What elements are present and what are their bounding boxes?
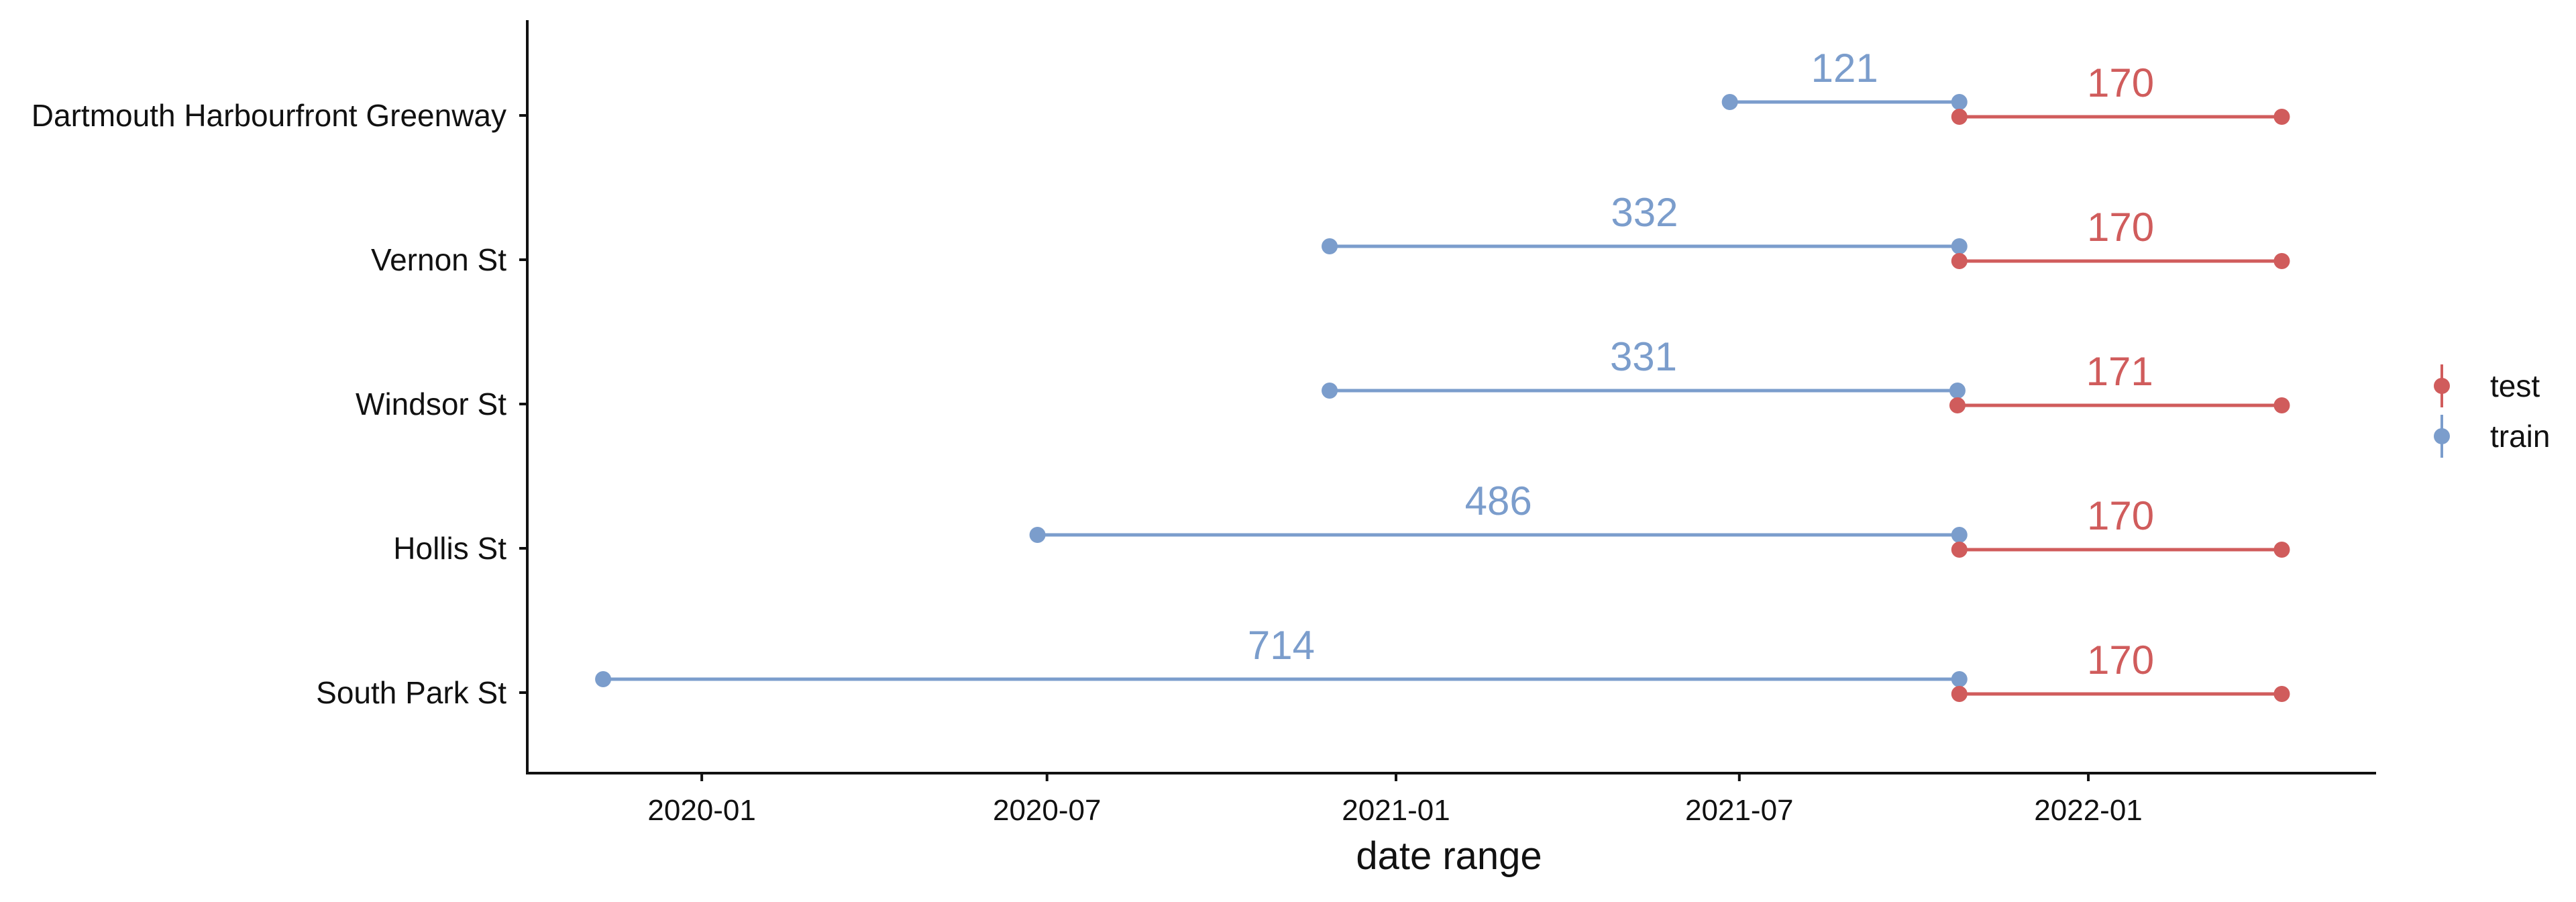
train-duration-label: 486 bbox=[1465, 479, 1532, 523]
train-start-point bbox=[1322, 383, 1338, 399]
test-start-point bbox=[1951, 109, 1968, 125]
test-duration-label: 171 bbox=[2086, 349, 2153, 394]
x-tick-label: 2022-01 bbox=[2034, 794, 2142, 827]
plot-area: Dartmouth Harbourfront Greenway Vernon St… bbox=[32, 20, 2376, 827]
test-end-point bbox=[2273, 542, 2290, 558]
y-tick-label: Windsor St bbox=[356, 387, 506, 421]
x-tick-label: 2020-07 bbox=[993, 794, 1101, 827]
x-tick-label: 2020-01 bbox=[647, 794, 755, 827]
x-axis-title: date range bbox=[1356, 834, 1542, 878]
test-start-point bbox=[1951, 542, 1968, 558]
y-tick-label: Dartmouth Harbourfront Greenway bbox=[32, 98, 506, 133]
train-duration-label: 121 bbox=[1811, 46, 1878, 91]
test-duration-label: 170 bbox=[2087, 638, 2154, 683]
x-tick-label: 2021-01 bbox=[1342, 794, 1450, 827]
legend: test train bbox=[2434, 364, 2550, 458]
legend-label: train bbox=[2490, 419, 2550, 454]
train-duration-label: 331 bbox=[1610, 334, 1677, 379]
train-start-point bbox=[595, 671, 612, 687]
train-end-point bbox=[1949, 383, 1966, 399]
test-start-point bbox=[1951, 686, 1968, 702]
legend-key-point bbox=[2434, 378, 2450, 394]
y-axis: Dartmouth Harbourfront Greenway Vernon St… bbox=[32, 98, 527, 710]
train-end-point bbox=[1951, 238, 1968, 254]
test-start-point bbox=[1951, 253, 1968, 269]
data-marks: 121 332 331 486 714 170 170 171 170 170 bbox=[595, 46, 2290, 702]
y-tick-label: Vernon St bbox=[371, 242, 506, 277]
legend-label: test bbox=[2490, 368, 2540, 403]
test-duration-label: 170 bbox=[2087, 493, 2154, 538]
test-end-point bbox=[2273, 109, 2290, 125]
train-start-point bbox=[1029, 527, 1046, 543]
train-end-point bbox=[1951, 671, 1968, 687]
test-start-point bbox=[1949, 397, 1966, 413]
test-end-point bbox=[2273, 253, 2290, 269]
x-tick-label: 2021-07 bbox=[1685, 794, 1793, 827]
train-end-point bbox=[1951, 527, 1968, 543]
x-axis: 2020-01 2020-07 2021-01 2021-07 2022-01 bbox=[647, 773, 2143, 827]
train-duration-label: 332 bbox=[1611, 190, 1678, 235]
train-start-point bbox=[1322, 238, 1338, 254]
legend-key-point bbox=[2434, 428, 2450, 444]
y-tick-label: South Park St bbox=[316, 675, 506, 710]
test-end-point bbox=[2273, 397, 2290, 413]
test-end-point bbox=[2273, 686, 2290, 702]
train-end-point bbox=[1951, 94, 1968, 110]
test-duration-label: 170 bbox=[2087, 205, 2154, 250]
test-duration-label: 170 bbox=[2087, 60, 2154, 105]
train-start-point bbox=[1721, 94, 1738, 110]
train-duration-label: 714 bbox=[1248, 623, 1315, 668]
y-tick-label: Hollis St bbox=[393, 531, 506, 566]
